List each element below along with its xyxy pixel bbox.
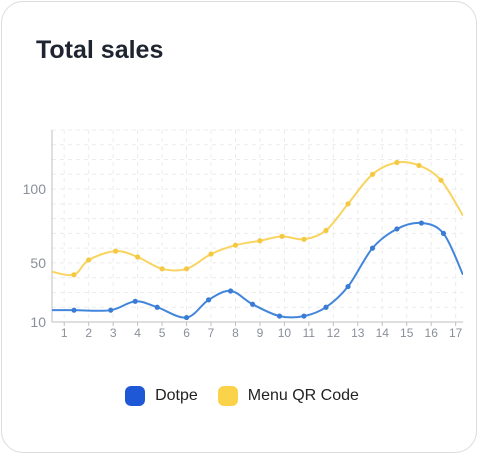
x-tick-label: 10	[278, 326, 292, 340]
point-dotpe	[276, 313, 283, 319]
y-tick-label: 100	[23, 181, 47, 197]
x-tick-label: 11	[303, 326, 316, 340]
x-axis-ticks: 1 2 3 4 5 6 7 8 9 10 11 12 13 14 15 16 17	[61, 322, 463, 340]
chart-grid	[52, 129, 463, 323]
x-tick-label: 7	[208, 326, 215, 340]
point-menu-qr-code	[86, 257, 92, 263]
x-tick-label: 12	[327, 326, 341, 340]
point-dotpe	[369, 245, 376, 251]
point-menu-qr-code	[71, 272, 77, 278]
x-tick-label: 2	[85, 326, 92, 340]
legend-label-dotpe: Dotpe	[155, 387, 198, 404]
point-dotpe	[345, 283, 351, 290]
chart-series	[52, 160, 463, 319]
x-tick-label: 9	[257, 326, 264, 340]
point-dotpe	[183, 314, 190, 321]
point-dotpe	[71, 307, 77, 313]
point-dotpe	[418, 220, 425, 226]
x-tick-label: 16	[425, 326, 439, 340]
y-tick-label: 50	[30, 255, 46, 271]
legend-label-menu-qr-code: Menu QR Code	[247, 387, 359, 404]
point-menu-qr-code	[279, 233, 285, 239]
legend-swatch-dotpe	[125, 386, 146, 406]
point-menu-qr-code	[159, 266, 165, 272]
y-axis-ticks: 10 50 100	[23, 181, 47, 330]
point-menu-qr-code	[438, 177, 444, 183]
point-dotpe	[108, 307, 114, 313]
point-dotpe	[440, 230, 447, 236]
x-tick-label: 13	[351, 326, 365, 340]
x-tick-label: 14	[376, 326, 390, 340]
legend-swatch-menu-qr-code	[217, 386, 238, 406]
chart-markers	[71, 159, 447, 321]
point-menu-qr-code	[369, 171, 376, 177]
point-menu-qr-code	[301, 236, 307, 242]
point-menu-qr-code	[113, 248, 119, 254]
point-menu-qr-code	[208, 251, 214, 257]
card-title: Total sales	[36, 36, 164, 64]
point-menu-qr-code	[345, 201, 351, 207]
point-dotpe	[132, 298, 138, 304]
legend-item-menu-qr-code[interactable]: Menu QR Code	[217, 386, 359, 406]
point-menu-qr-code	[394, 159, 400, 166]
chart-axes	[51, 130, 463, 323]
point-dotpe	[205, 297, 212, 303]
legend-item-dotpe[interactable]: Dotpe	[125, 386, 198, 406]
x-tick-label: 3	[110, 326, 117, 340]
point-menu-qr-code	[323, 227, 329, 234]
x-tick-label: 15	[400, 326, 414, 340]
point-dotpe	[250, 301, 256, 307]
x-tick-label: 17	[449, 326, 463, 340]
point-menu-qr-code	[232, 242, 239, 248]
point-menu-qr-code	[183, 266, 190, 272]
point-menu-qr-code	[416, 162, 422, 169]
point-dotpe	[323, 304, 329, 310]
point-dotpe	[154, 304, 160, 310]
x-tick-label: 4	[134, 326, 141, 340]
point-dotpe	[394, 226, 400, 232]
y-tick-label: 10	[30, 314, 46, 330]
chart-legend: Dotpe Menu QR Code	[2, 386, 480, 406]
point-menu-qr-code	[257, 238, 263, 244]
x-tick-label: 6	[183, 326, 190, 340]
point-dotpe	[301, 313, 307, 319]
x-tick-label: 8	[232, 326, 239, 340]
x-tick-label: 5	[159, 326, 166, 340]
point-menu-qr-code	[135, 254, 141, 260]
point-dotpe	[227, 288, 234, 294]
x-tick-label: 1	[61, 326, 68, 340]
